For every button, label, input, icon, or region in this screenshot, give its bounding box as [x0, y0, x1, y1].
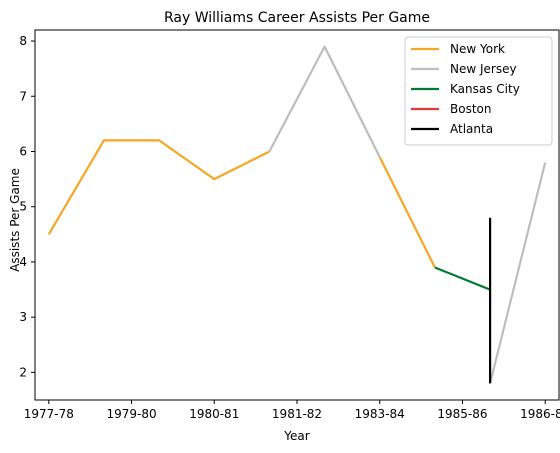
series-line: [378, 156, 436, 268]
series-line: [268, 45, 381, 158]
series-line: [47, 139, 270, 235]
y-tick-label: 2: [19, 365, 27, 379]
x-tick-label: 1985-86: [437, 407, 487, 421]
legend: New York New Jersey Kansas City Boston Atlan…: [404, 36, 553, 146]
x-axis-label: Year: [283, 429, 309, 443]
x-tick-label: 1977-78: [24, 407, 74, 421]
y-tick-label: 4: [19, 255, 27, 269]
x-tick-label: 1986-87: [520, 407, 560, 421]
y-tick-label: 6: [19, 144, 27, 158]
series-line: [434, 266, 491, 291]
axis-ticks: 1977-78 1979-80 1980-81 1981-82 1983-84 1985-…: [19, 34, 560, 421]
legend-label: New York: [450, 42, 505, 56]
x-tick-label: 1979-80: [106, 407, 156, 421]
x-tick-label: 1980-81: [189, 407, 239, 421]
plot-area-frame: [34, 29, 560, 401]
legend-label: Atlanta: [450, 122, 493, 136]
y-tick-label: 5: [19, 200, 27, 214]
y-axis-label: Assists Per Game: [8, 168, 22, 272]
legend-label: Kansas City: [450, 82, 520, 96]
plot-lines: [47, 45, 547, 384]
y-tick-label: 7: [19, 89, 27, 103]
x-tick-label: 1983-84: [355, 407, 405, 421]
legend-box: [404, 36, 553, 146]
y-tick-label: 3: [19, 310, 27, 324]
legend-label: New Jersey: [450, 62, 517, 76]
chart-title: Ray Williams Career Assists Per Game: [164, 10, 430, 26]
legend-label: Boston: [450, 102, 491, 116]
series-line: [489, 162, 547, 384]
x-tick-label: 1981-82: [272, 407, 322, 421]
y-tick-label: 8: [19, 34, 27, 48]
